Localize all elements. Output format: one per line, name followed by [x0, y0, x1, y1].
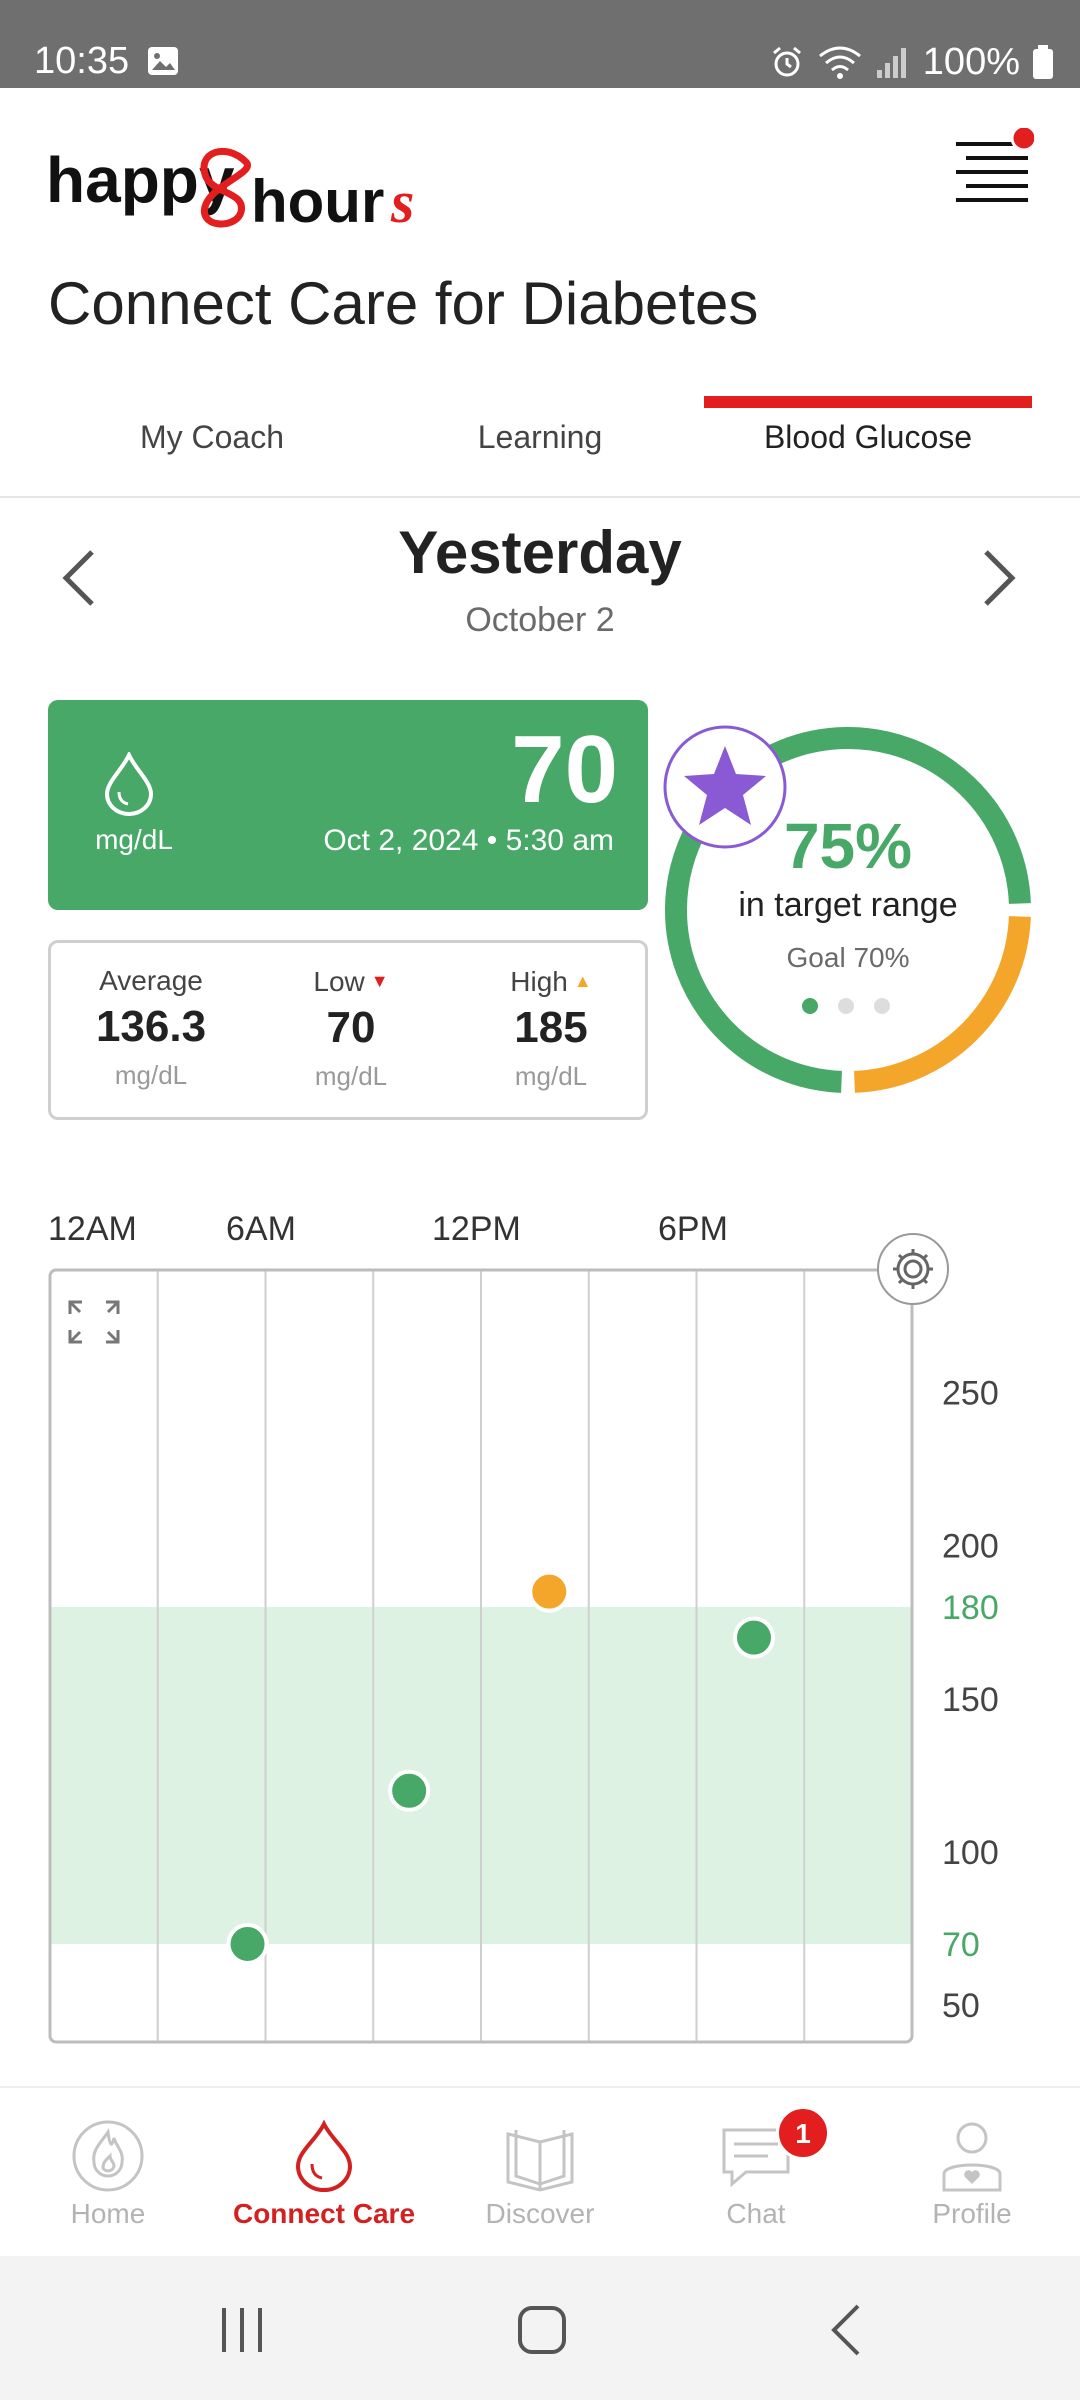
nav-label: Connect Care [232, 2198, 416, 2229]
y-tick-label: 200 [942, 1528, 999, 1566]
signal-icon [876, 48, 906, 78]
target-goal: Goal 70% [786, 942, 910, 973]
status-right: 100% [769, 40, 1054, 84]
stat-label: High ▲ [461, 963, 641, 1000]
battery-icon [1033, 45, 1053, 79]
glucose-point-4 [732, 1616, 775, 1659]
drop-icon [104, 752, 154, 816]
back-icon[interactable] [818, 2300, 878, 2360]
carousel-dots [802, 998, 890, 1014]
x-tick-label: 6AM [226, 1210, 296, 1248]
ring-high-segment [853, 915, 1031, 1093]
profile-icon [942, 2122, 1002, 2192]
happy-hours-logo: happy hour s [46, 144, 414, 232]
wifi-icon [818, 46, 861, 79]
stat-unit: mg/dL [514, 1061, 588, 1091]
y-tick-label: 100 [942, 1834, 999, 1872]
book-icon [506, 2130, 574, 2192]
y-tick-label: 50 [942, 1987, 980, 2025]
latest-reading-card[interactable]: mg/dL 70 Oct 2, 2024 • 5:30 am [48, 700, 648, 910]
x-tick-label: 12PM [432, 1210, 521, 1248]
stat-label: Low ▼ [261, 963, 441, 1000]
status-time: 10:35 [34, 40, 130, 82]
status-bar: 10:35 100% [0, 0, 1080, 88]
stat-average: Average 136.3 mg/dL [61, 963, 241, 1095]
tab-blood-glucose[interactable]: Blood Glucose [763, 419, 973, 455]
system-navigation-bar [0, 2256, 1080, 2400]
stat-value: 136.3 [95, 1002, 207, 1051]
nav-label: Discover [485, 2198, 595, 2229]
x-tick-label: 6PM [658, 1210, 728, 1248]
expand-icon [68, 1300, 120, 1344]
star-badge-icon [663, 725, 787, 849]
carousel-dot [874, 998, 890, 1014]
nav-label: Home [70, 2198, 146, 2229]
nav-home[interactable]: Home [0, 2088, 216, 2258]
chart-frame [48, 1268, 914, 2044]
nav-discover[interactable]: Discover [432, 2088, 648, 2258]
glucose-point-1 [226, 1922, 269, 1965]
y-tick-label: 180 [942, 1589, 999, 1627]
date-navigator: Yesterday October 2 [0, 498, 1080, 658]
stat-value: 185 [514, 1003, 588, 1052]
tab-bar: My Coach Learning Blood Glucose [0, 388, 1080, 498]
menu-icon[interactable] [954, 128, 1034, 208]
reading-timestamp: Oct 2, 2024 • 5:30 am [323, 824, 614, 857]
next-day-arrow-icon[interactable] [958, 538, 1038, 618]
chart-time-labels: 12AM 6AM 12PM 6PM [0, 1210, 1080, 1260]
tab-my-coach[interactable]: My Coach [139, 419, 285, 455]
nav-label: Chat [726, 2198, 786, 2229]
low-indicator-icon: ▼ [370, 971, 389, 991]
battery-percent: 100% [922, 40, 1020, 83]
previous-day-arrow-icon[interactable] [40, 538, 120, 618]
stat-low: Low ▼ 70 mg/dL [261, 963, 441, 1096]
glucose-point-3 [528, 1570, 571, 1613]
stat-value: 70 [326, 1003, 376, 1052]
high-indicator-icon: ▲ [573, 971, 592, 991]
reading-unit: mg/dL [95, 824, 173, 855]
chart-settings-gear-icon[interactable] [876, 1232, 950, 1306]
page-title: Connect Care for Diabetes [48, 270, 759, 337]
stat-unit: mg/dL [114, 1060, 188, 1090]
home-icon[interactable] [512, 2300, 572, 2360]
glucose-point-2 [388, 1769, 431, 1812]
nav-chat[interactable]: 1 Chat [648, 2088, 864, 2258]
carousel-dot-active [802, 998, 818, 1014]
nav-connect-care[interactable]: Connect Care [216, 2088, 432, 2258]
svg-text:hour: hour [251, 168, 384, 232]
app-header: happy hour s Connect Care for Diabetes M… [0, 88, 1080, 498]
gallery-icon [148, 47, 178, 75]
nav-label: Profile [932, 2198, 1012, 2229]
svg-text:s: s [390, 169, 414, 232]
alarm-icon [772, 46, 801, 77]
y-tick-label: 150 [942, 1681, 999, 1719]
glucose-chart[interactable]: 250 200 180 150 100 70 50 [0, 1260, 1080, 2060]
stats-card: Average 136.3 mg/dL Low ▼ 70 mg/dL High ▲ … [48, 940, 648, 1120]
date-subtitle: October 2 [465, 601, 615, 639]
x-tick-label: 12AM [48, 1210, 137, 1248]
date-title: Yesterday [398, 519, 682, 586]
target-label: in target range [738, 886, 958, 924]
target-percent: 75% [783, 810, 913, 882]
y-tick-label: 70 [942, 1926, 980, 1964]
carousel-dot [838, 998, 854, 1014]
reading-value: 70 [511, 716, 618, 823]
stat-high: High ▲ 185 mg/dL [461, 963, 641, 1096]
drop-icon [295, 2119, 353, 2192]
active-tab-indicator [704, 396, 1032, 408]
chat-badge: 1 [776, 2106, 830, 2160]
tab-learning[interactable]: Learning [477, 419, 603, 455]
y-tick-label: 250 [942, 1375, 999, 1413]
stat-label: Average [99, 965, 203, 996]
stat-unit: mg/dL [314, 1061, 388, 1091]
nav-profile[interactable]: Profile [864, 2088, 1080, 2258]
bottom-navigation: Home Connect Care Discover 1 Chat Profil… [0, 2086, 1080, 2256]
flame-icon [72, 2120, 144, 2192]
recent-apps-icon[interactable] [212, 2300, 272, 2360]
